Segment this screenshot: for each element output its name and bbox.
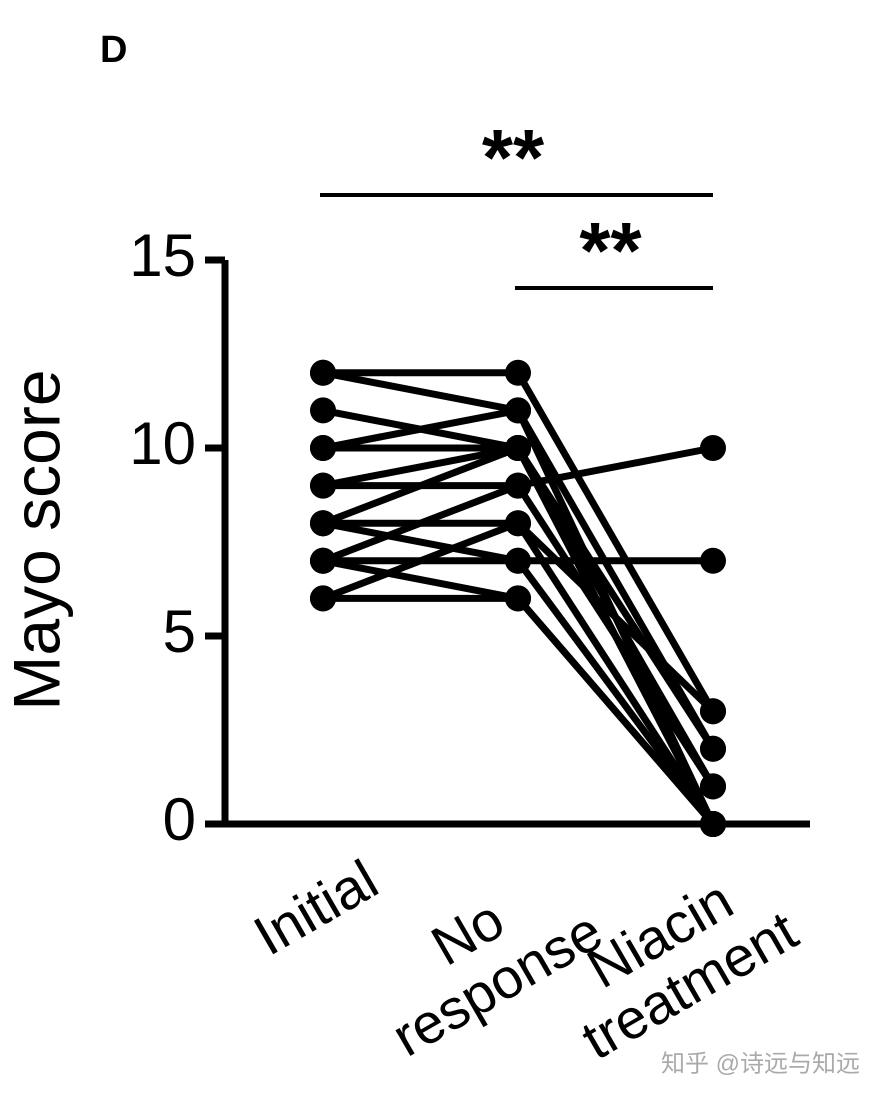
data-point [505,585,531,612]
data-point [310,547,336,574]
data-point [310,359,336,386]
data-point [310,585,336,612]
data-point [310,435,336,461]
data-point [700,735,726,762]
y-tick-label: 5 [163,598,196,665]
data-point [505,510,531,537]
data-point [700,547,726,574]
y-axis-label: Mayo score [0,369,73,710]
data-point [505,435,531,461]
data-point [700,811,726,837]
data-point [310,397,336,424]
data-point [505,472,531,499]
watermark: 知乎 @诗远与知远 [661,1050,860,1077]
y-tick-label: 15 [129,222,196,289]
data-point [700,773,726,800]
data-point [700,435,726,461]
y-tick-label: 10 [129,410,196,477]
y-tick-label: 0 [163,786,196,853]
subject-line [323,444,717,826]
subject-line [322,444,717,826]
data-point [505,547,531,574]
data-point [310,510,336,537]
significance-label: ** [579,206,642,295]
data-point [700,698,726,725]
data-point [505,359,531,386]
data-point [505,397,531,424]
significance-label: ** [482,113,545,202]
data-point [310,472,336,499]
panel-label: D [100,29,127,71]
